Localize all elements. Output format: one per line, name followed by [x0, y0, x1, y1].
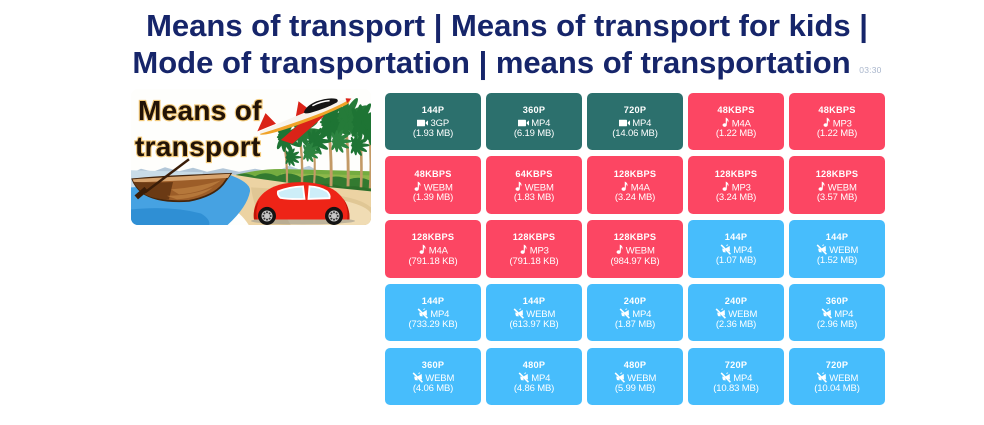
- svg-text:transport: transport: [135, 131, 261, 162]
- svg-text:Means of: Means of: [138, 95, 262, 126]
